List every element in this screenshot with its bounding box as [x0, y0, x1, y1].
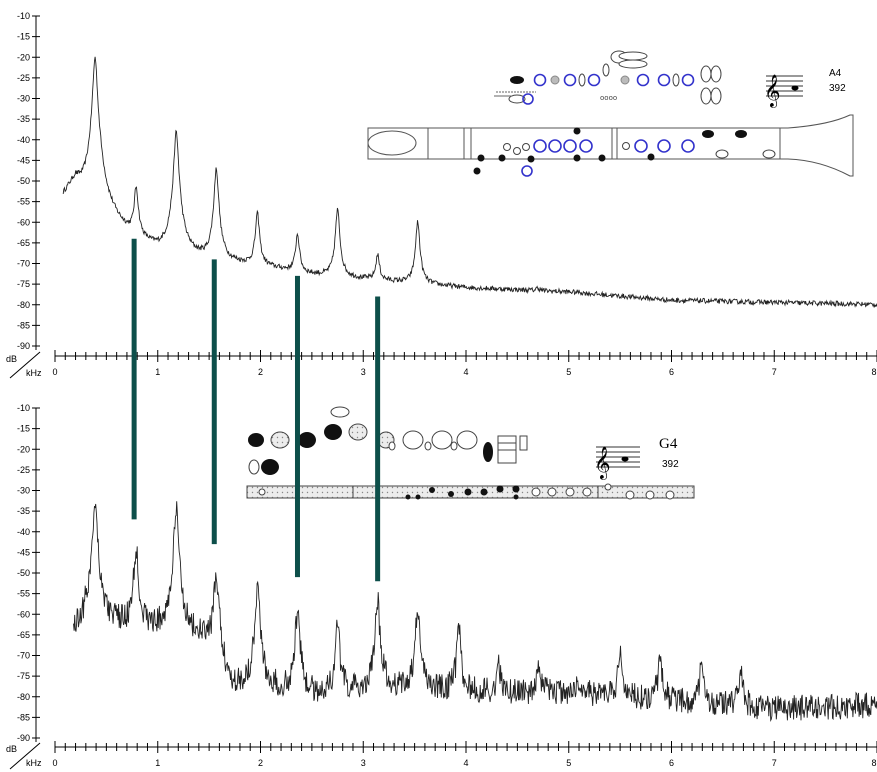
y-tick-label: -25 — [17, 465, 30, 475]
treble-staff-a4: 𝄞 — [764, 74, 803, 108]
y-tick-label: -75 — [17, 671, 30, 681]
y-tick-label: -15 — [17, 32, 30, 42]
flute-key-holes — [405, 483, 675, 500]
y-tick-label: -80 — [17, 300, 30, 310]
x-tick-label: 2 — [258, 367, 263, 377]
y-tick-label: -70 — [17, 651, 30, 661]
note-head — [791, 85, 799, 91]
y-tick-label: -60 — [17, 609, 30, 619]
axis-corner-divider — [9, 351, 41, 379]
y-tick-label: -60 — [17, 217, 30, 227]
x-tick-label: 0 — [52, 367, 57, 377]
y-tick-label: -20 — [17, 444, 30, 454]
x-tick-label: 1 — [155, 758, 160, 768]
clarinet-body — [367, 114, 854, 177]
y-tick-label: -45 — [17, 547, 30, 557]
treble-clef-icon: 𝄞 — [764, 74, 781, 108]
y-axis-unit: dB — [6, 744, 17, 754]
y-axis-unit: dB — [6, 354, 17, 364]
y-tick-label: -30 — [17, 486, 30, 496]
x-axis-unit: kHz — [26, 368, 42, 378]
y-tick-label: -65 — [17, 238, 30, 248]
flute-fingering-diagram — [246, 406, 695, 500]
y-tick-label: -80 — [17, 692, 30, 702]
harmonic-connectors — [131, 238, 381, 582]
clarinet-mouthpiece — [367, 130, 417, 156]
y-tick-label: -35 — [17, 506, 30, 516]
x-tick-label: 3 — [361, 367, 366, 377]
treble-clef-icon: 𝄞 — [594, 446, 611, 480]
y-tick-label: -20 — [17, 52, 30, 62]
x-tick-label: 7 — [772, 367, 777, 377]
y-tick-label: -40 — [17, 135, 30, 145]
x-tick-label: 6 — [669, 758, 674, 768]
treble-staff-g4: 𝄞 — [594, 446, 640, 480]
y-tick-label: -50 — [17, 176, 30, 186]
clarinet-fingering-diagram: oooo — [367, 50, 854, 177]
x-axis-unit: kHz — [26, 758, 42, 768]
note-frequency-label: 392 — [829, 83, 846, 94]
x-tick-label: 8 — [871, 758, 876, 768]
y-axis: -10 -15 -20 -25 -30 -35 -40 -45 -50 -55 -60 -65 -70 -… — [17, 11, 40, 351]
x-tick-label: 2 — [258, 758, 263, 768]
y-tick-label: -85 — [17, 712, 30, 722]
y-tick-label: -85 — [17, 320, 30, 330]
clarinet-spectrum-chart: -10 -15 -20 -25 -30 -35 -40 -45 -50 -55 -60 -65 -70 -… — [6, 11, 877, 379]
y-tick-label: -50 — [17, 568, 30, 578]
x-tick-label: 6 — [669, 367, 674, 377]
note-frequency-label: 392 — [662, 459, 679, 470]
x-tick-label: 3 — [361, 758, 366, 768]
y-tick-label: -75 — [17, 279, 30, 289]
x-axis: 0 1 2 3 4 5 6 7 8 — [9, 350, 877, 379]
x-tick-label: 7 — [772, 758, 777, 768]
y-tick-label: -35 — [17, 114, 30, 124]
x-tick-label: 0 — [52, 758, 57, 768]
svg-text:oooo: oooo — [600, 94, 617, 102]
y-tick-label: -55 — [17, 589, 30, 599]
y-tick-label: -15 — [17, 424, 30, 434]
y-tick-label: -25 — [17, 73, 30, 83]
flute-fingering-chart — [248, 406, 528, 475]
x-tick-label: 1 — [155, 367, 160, 377]
y-tick-label: -10 — [17, 11, 30, 21]
x-tick-label: 4 — [463, 758, 468, 768]
y-tick-label: -30 — [17, 94, 30, 104]
flute-spectrum-chart: -10 -15 -20 -25 -30 -35 -40 -45 -50 -55 -60 -65 -70 -… — [6, 403, 877, 770]
y-tick-label: -90 — [17, 341, 30, 351]
clarinet-key-holes — [473, 127, 776, 177]
note-name-label: G4 — [659, 436, 678, 452]
spectrum-line — [73, 501, 877, 722]
y-tick-label: -45 — [17, 155, 30, 165]
y-tick-label: -40 — [17, 527, 30, 537]
x-tick-label: 5 — [566, 758, 571, 768]
clarinet-fingering-chart: oooo — [494, 50, 722, 105]
y-tick-label: -70 — [17, 259, 30, 269]
note-head — [621, 456, 629, 462]
x-axis: 0 1 2 3 4 5 6 7 8 — [9, 741, 877, 770]
y-tick-label: -10 — [17, 403, 30, 413]
y-tick-label: -65 — [17, 630, 30, 640]
x-tick-label: 4 — [463, 367, 468, 377]
y-tick-label: -90 — [17, 733, 30, 743]
x-tick-label: 5 — [566, 367, 571, 377]
y-tick-label: -55 — [17, 197, 30, 207]
note-name-label: A4 — [829, 68, 842, 79]
axis-corner-divider — [9, 742, 41, 770]
x-tick-label: 8 — [871, 367, 876, 377]
y-axis: -10 -15 -20 -25 -30 -35 -40 -45 -50 -55 -60 -65 -70 -… — [17, 403, 40, 743]
spectrum-line — [62, 56, 877, 308]
